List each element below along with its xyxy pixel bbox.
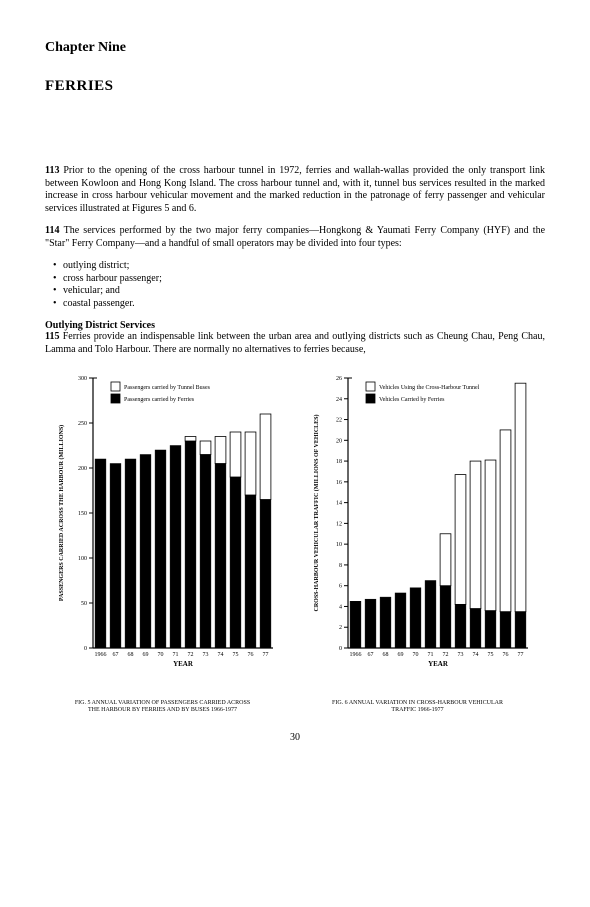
svg-text:70: 70 — [158, 652, 164, 658]
chart-fig6: 0246810121416182022242619666768697071727… — [300, 366, 535, 696]
svg-text:PASSENGERS CARRIED ACROSS THE: PASSENGERS CARRIED ACROSS THE HARBOUR (M… — [58, 425, 65, 601]
svg-text:100: 100 — [78, 556, 87, 562]
svg-text:250: 250 — [78, 421, 87, 427]
svg-text:2: 2 — [339, 625, 342, 631]
svg-text:77: 77 — [518, 652, 524, 658]
svg-text:75: 75 — [488, 652, 494, 658]
svg-text:1966: 1966 — [350, 652, 362, 658]
list-item: coastal passenger. — [63, 298, 545, 311]
svg-text:72: 72 — [188, 652, 194, 658]
svg-text:10: 10 — [336, 542, 342, 548]
svg-text:150: 150 — [78, 511, 87, 517]
chart-fig5: 0 50 100 150 200 250 300 1966 67 68 69 70 71 72 73 74 75… — [45, 366, 280, 696]
svg-text:73: 73 — [203, 652, 209, 658]
svg-text:71: 71 — [173, 652, 179, 658]
svg-text:22: 22 — [336, 418, 342, 424]
svg-text:Passengers carried by Ferries: Passengers carried by Ferries — [124, 397, 195, 403]
svg-text:CROSS-HARBOUR VEHICULAR TRAFFI: CROSS-HARBOUR VEHICULAR TRAFFIC (MILLION… — [313, 415, 320, 612]
svg-text:6: 6 — [339, 584, 342, 590]
para-number: 114 — [45, 225, 64, 236]
para-text: Prior to the opening of the cross harbou… — [45, 165, 545, 214]
para-number: 115 — [45, 331, 63, 342]
figure-6-caption: FIG. 6 ANNUAL VARIATION IN CROSS-HARBOUR… — [328, 700, 508, 714]
svg-text:0: 0 — [339, 646, 342, 652]
svg-text:Vehicles Carried by Ferries: Vehicles Carried by Ferries — [379, 397, 445, 403]
svg-text:26: 26 — [336, 376, 342, 382]
svg-text:77: 77 — [263, 652, 269, 658]
list-item: vehicular; and — [63, 285, 545, 298]
svg-text:72: 72 — [443, 652, 449, 658]
svg-text:YEAR: YEAR — [173, 660, 194, 668]
svg-text:Vehicles Using the Cross-Harbo: Vehicles Using the Cross-Harbour Tunnel — [379, 385, 480, 391]
svg-text:68: 68 — [128, 652, 134, 658]
subheading: Outlying District Services — [45, 320, 545, 331]
page-number: 30 — [45, 732, 545, 743]
svg-text:74: 74 — [218, 652, 224, 658]
figure-6: 0246810121416182022242619666768697071727… — [300, 366, 535, 714]
charts-row: 0501001502002503001966676869707172737475… — [45, 366, 545, 714]
svg-text:0: 0 — [84, 646, 87, 652]
svg-text:200: 200 — [78, 466, 87, 472]
svg-text:Passengers carried by Tunnel B: Passengers carried by Tunnel Buses — [124, 385, 211, 391]
svg-text:4: 4 — [339, 604, 342, 610]
svg-text:20: 20 — [336, 438, 342, 444]
svg-text:73: 73 — [458, 652, 464, 658]
list-item: cross harbour passenger; — [63, 273, 545, 286]
chapter-label: Chapter Nine — [45, 40, 545, 56]
paragraph-115: 115 Ferries provide an indispensable lin… — [45, 331, 545, 356]
svg-text:76: 76 — [248, 652, 254, 658]
bullet-list: outlying district; cross harbour passeng… — [45, 260, 545, 310]
svg-text:75: 75 — [233, 652, 239, 658]
paragraph-113: 113 Prior to the opening of the cross ha… — [45, 165, 545, 215]
svg-text:68: 68 — [383, 652, 389, 658]
chapter-title: FERRIES — [45, 78, 545, 95]
svg-text:300: 300 — [78, 376, 87, 382]
svg-text:71: 71 — [428, 652, 434, 658]
svg-text:YEAR: YEAR — [428, 660, 449, 668]
para-number: 113 — [45, 165, 63, 176]
svg-text:67: 67 — [368, 652, 374, 658]
svg-text:18: 18 — [336, 459, 342, 465]
figure-5-caption: FIG. 5 ANNUAL VARIATION OF PASSENGERS CA… — [73, 700, 253, 714]
list-item: outlying district; — [63, 260, 545, 273]
svg-text:50: 50 — [81, 601, 87, 607]
svg-text:16: 16 — [336, 480, 342, 486]
svg-text:1966: 1966 — [95, 652, 107, 658]
svg-text:74: 74 — [473, 652, 479, 658]
svg-text:24: 24 — [336, 397, 342, 403]
svg-text:8: 8 — [339, 563, 342, 569]
figure-5: 0 50 100 150 200 250 300 1966 67 68 69 70 71 72 73 74 75… — [45, 366, 280, 714]
svg-text:70: 70 — [413, 652, 419, 658]
svg-text:69: 69 — [398, 652, 404, 658]
svg-text:67: 67 — [113, 652, 119, 658]
svg-text:12: 12 — [336, 521, 342, 527]
svg-text:14: 14 — [336, 501, 342, 507]
para-text: Ferries provide an indispensable link be… — [45, 331, 545, 355]
document-page: Chapter Nine FERRIES 113 Prior to the op… — [0, 0, 590, 773]
para-text: The services performed by the two major … — [45, 225, 545, 249]
svg-text:69: 69 — [143, 652, 149, 658]
svg-text:76: 76 — [503, 652, 509, 658]
paragraph-114: 114 The services performed by the two ma… — [45, 225, 545, 250]
